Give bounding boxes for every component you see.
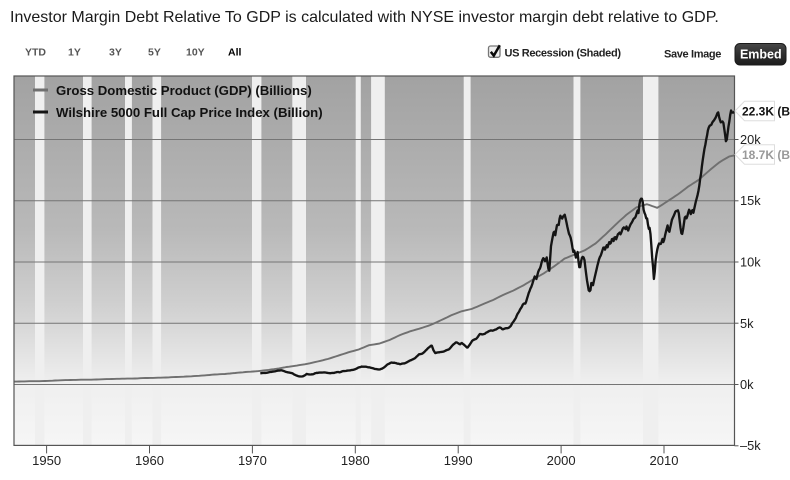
svg-text:0k: 0k [740,377,754,392]
svg-text:Investor Margin Debt Relative: Investor Margin Debt Relative To GDP is … [10,9,719,26]
svg-text:1Y: 1Y [68,47,81,59]
svg-text:1980: 1980 [341,453,370,468]
svg-text:2010: 2010 [650,453,679,468]
svg-text:Wilshire 5000 Full Cap Price I: Wilshire 5000 Full Cap Price Index (Bill… [56,105,323,120]
svg-text:1970: 1970 [238,453,267,468]
svg-text:20k: 20k [740,132,761,147]
svg-text:Save Image: Save Image [664,49,721,61]
svg-text:Embed: Embed [740,47,782,61]
svg-text:15k: 15k [740,193,761,208]
svg-text:5Y: 5Y [148,47,161,59]
svg-text:10k: 10k [740,255,761,270]
svg-text:YTD: YTD [25,47,46,59]
svg-text:All: All [228,47,242,59]
svg-text:1950: 1950 [32,453,61,468]
svg-text:10Y: 10Y [186,47,205,59]
svg-text:Gross Domestic Product (GDP) (: Gross Domestic Product (GDP) (Billions) [56,83,312,98]
svg-text:–5k: –5k [740,438,761,453]
svg-text:5k: 5k [740,316,754,331]
svg-text:22.3K (Billion): 22.3K (Billion) [742,105,790,119]
svg-text:3Y: 3Y [109,47,122,59]
svg-text:2000: 2000 [547,453,576,468]
svg-text:18.7K (Billion): 18.7K (Billion) [742,148,790,162]
svg-text:1990: 1990 [444,453,473,468]
svg-text:1960: 1960 [135,453,164,468]
svg-text:US Recession (Shaded): US Recession (Shaded) [505,48,622,60]
